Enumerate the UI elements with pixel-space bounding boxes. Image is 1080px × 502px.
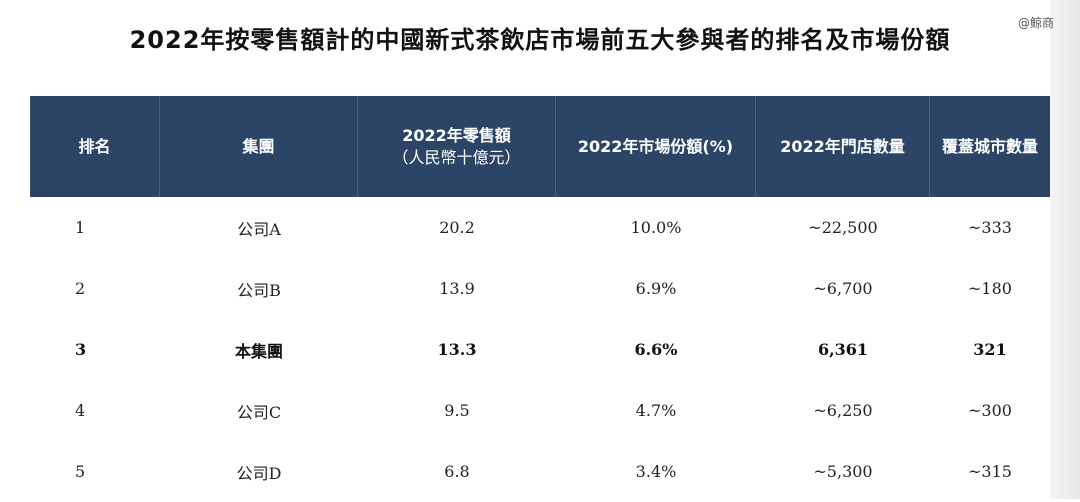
watermark: @鲸商: [1017, 16, 1054, 30]
cell-store-count: 6,361: [817, 340, 869, 359]
table-row: 1 公司A 20.2 10.0% ~22,500 ~333: [30, 197, 1050, 258]
cell-store-count: ~6,700: [813, 279, 873, 298]
page-title: 2022年按零售額計的中國新式茶飲店市場前五大參與者的排名及市場份額: [129, 26, 951, 54]
cell-rank: 3: [75, 340, 87, 359]
cell-group: 公司D: [236, 463, 282, 483]
header-market-share: 2022年市場份額(%): [556, 96, 756, 197]
header-retail-sales-title: 2022年零售額: [402, 125, 511, 145]
cell-store-count: ~22,500: [808, 218, 878, 237]
header-rank: 排名: [30, 96, 160, 197]
cell-retail-sales: 20.2: [439, 218, 475, 237]
cell-city-count: ~300: [968, 401, 1012, 420]
cell-group: 本集團: [234, 341, 283, 361]
cell-retail-sales: 13.3: [437, 340, 477, 359]
cell-city-count: ~315: [968, 462, 1012, 481]
cell-rank: 5: [75, 462, 86, 481]
cell-store-count: ~5,300: [813, 462, 873, 481]
table-header-row: 排名 集團 2022年零售額 （人民幣十億元） 2022年市場份額(%) 202…: [30, 96, 1050, 197]
table-row: 2 公司B 13.9 6.9% ~6,700 ~180: [30, 258, 1050, 319]
cell-group: 公司A: [237, 219, 281, 239]
cell-retail-sales: 13.9: [439, 279, 475, 298]
cell-market-share: 6.9%: [635, 279, 677, 298]
table-row-highlighted: 3 本集團 13.3 6.6% 6,361 321: [30, 319, 1050, 380]
cell-rank: 4: [75, 401, 86, 420]
header-retail-sales: 2022年零售額 （人民幣十億元）: [358, 96, 556, 197]
table-row: 5 公司D 6.8 3.4% ~5,300 ~315: [30, 441, 1050, 502]
cell-store-count: ~6,250: [813, 401, 873, 420]
cell-rank: 1: [75, 218, 86, 237]
cell-city-count: ~333: [968, 218, 1012, 237]
cell-city-count: 321: [973, 340, 1007, 359]
header-store-count: 2022年門店數量: [756, 96, 930, 197]
table-row: 4 公司C 9.5 4.7% ~6,250 ~300: [30, 380, 1050, 441]
header-retail-sales-unit: （人民幣十億元）: [392, 147, 521, 167]
page-edge-shadow: [1050, 0, 1080, 499]
cell-retail-sales: 9.5: [444, 401, 470, 420]
header-group: 集團: [160, 96, 358, 197]
cell-market-share: 4.7%: [635, 401, 677, 420]
cell-market-share: 3.4%: [635, 462, 677, 481]
market-share-table: 排名 集團 2022年零售額 （人民幣十億元） 2022年市場份額(%) 202…: [30, 96, 1050, 502]
cell-rank: 2: [75, 279, 86, 298]
cell-group: 公司B: [237, 280, 281, 300]
cell-market-share: 6.6%: [634, 340, 678, 359]
cell-group: 公司C: [236, 402, 282, 422]
header-city-count: 覆蓋城市數量: [941, 136, 1038, 156]
cell-city-count: ~180: [968, 279, 1012, 298]
cell-market-share: 10.0%: [630, 218, 682, 237]
cell-retail-sales: 6.8: [444, 462, 470, 481]
